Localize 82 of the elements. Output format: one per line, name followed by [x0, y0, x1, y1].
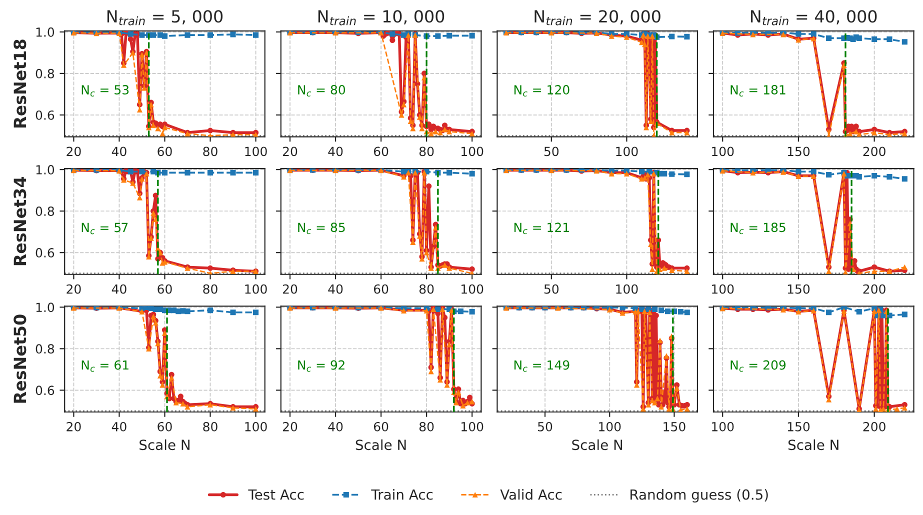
y-tick-label: 0.8 [36, 68, 54, 78]
y-tick-label: 0.6 [36, 386, 54, 396]
legend-label: Random guess (0.5) [630, 489, 768, 502]
x-tick-label: 100 [712, 146, 734, 156]
y-tick-label: 0.6 [36, 248, 54, 258]
x-tick-label: 150 [788, 422, 810, 432]
x-tick-label: 200 [863, 422, 886, 432]
ref-line-label: N$_{c}$ = 80 [298, 85, 346, 96]
ref-line-label: N$_{c}$ = 85 [298, 222, 345, 234]
ref-line-label: N$_{c}$ = 185 [730, 222, 786, 234]
x-tick-label: 100 [599, 422, 621, 432]
x-tick-label: 100 [712, 284, 734, 294]
x-tick-label: 150 [664, 422, 686, 432]
x-tick-label: 40 [112, 422, 126, 432]
x-tick-label: 100 [462, 146, 484, 156]
x-tick-label: 80 [419, 284, 434, 294]
ref-line-label: N$_{c}$ = 149 [514, 360, 570, 372]
x-tick-label: 100 [462, 422, 484, 432]
x-tick-label: 200 [863, 146, 886, 156]
x-tick-label: 40 [328, 146, 343, 156]
x-tick-label: 20 [66, 422, 81, 432]
y-axis-title: ResNet18 [14, 40, 26, 128]
x-tick-label: 80 [419, 146, 434, 156]
x-tick-label: 150 [788, 146, 810, 156]
y-tick-label: 1.0 [36, 165, 54, 174]
x-tick-label: 60 [158, 422, 172, 432]
x-tick-label: 100 [712, 422, 734, 432]
x-tick-label: 20 [282, 284, 298, 294]
x-tick-label: 80 [203, 284, 218, 294]
y-tick-label: 1.0 [36, 27, 54, 37]
x-tick-label: 60 [158, 284, 172, 294]
x-tick-label: 40 [112, 146, 126, 156]
x-tick-label: 60 [374, 422, 388, 432]
y-tick-label: 0.8 [36, 206, 54, 216]
x-tick-label: 50 [544, 284, 559, 294]
x-tick-label: 20 [282, 422, 298, 432]
ref-line-label: N$_{c}$ = 181 [730, 85, 786, 96]
x-tick-label: 50 [538, 422, 552, 432]
x-tick-label: 20 [282, 146, 298, 156]
ref-line-label: N$_{c}$ = 53 [82, 85, 129, 96]
y-tick-label: 1.0 [36, 302, 54, 312]
x-tick-label: 20 [66, 284, 81, 294]
ref-line-label: N$_{c}$ = 209 [730, 360, 786, 372]
x-tick-label: 200 [863, 284, 886, 294]
y-axis-title: ResNet34 [14, 176, 26, 266]
chart-title: N$_{train}$ = 5, 000 [107, 10, 223, 26]
x-tick-label: 100 [245, 422, 267, 432]
chart-title: N$_{train}$ = 10, 000 [318, 10, 444, 26]
x-axis-title: Scale N [140, 439, 190, 450]
ref-line-label: N$_{c}$ = 121 [514, 222, 569, 234]
x-axis-title: Scale N [788, 439, 838, 450]
x-tick-label: 60 [374, 146, 388, 156]
y-tick-label: 0.8 [36, 344, 54, 354]
legend-label: Train Acc [371, 489, 433, 500]
x-tick-label: 100 [462, 284, 484, 294]
x-tick-label: 20 [66, 146, 81, 156]
x-tick-label: 60 [374, 284, 388, 294]
ref-line-label: N$_{c}$ = 61 [82, 360, 128, 372]
x-tick-label: 100 [616, 284, 638, 294]
x-tick-label: 50 [544, 146, 559, 156]
legend-label: Valid Acc [500, 489, 562, 500]
x-tick-label: 100 [616, 146, 638, 156]
x-tick-label: 100 [245, 146, 267, 156]
x-axis-title: Scale N [356, 439, 406, 450]
x-tick-label: 40 [328, 422, 343, 432]
x-tick-label: 80 [419, 422, 434, 432]
legend-label: Test Acc [248, 489, 304, 500]
ref-line-label: N$_{c}$ = 120 [514, 85, 570, 96]
x-axis-title: Scale N [572, 439, 622, 450]
x-tick-label: 100 [245, 284, 267, 294]
y-axis-title: ResNet50 [14, 314, 26, 403]
x-tick-label: 40 [328, 284, 343, 294]
x-tick-label: 80 [203, 422, 218, 432]
chart-title: N$_{train}$ = 40, 000 [751, 10, 877, 26]
y-tick-label: 0.6 [36, 110, 54, 120]
x-tick-label: 40 [112, 284, 126, 294]
x-tick-label: 150 [788, 284, 810, 294]
chart-title: N$_{train}$ = 20, 000 [534, 10, 660, 26]
x-tick-label: 60 [158, 146, 172, 156]
x-tick-label: 80 [203, 146, 218, 156]
ref-line-label: N$_{c}$ = 57 [82, 222, 128, 234]
ref-line-label: N$_{c}$ = 92 [298, 360, 344, 372]
